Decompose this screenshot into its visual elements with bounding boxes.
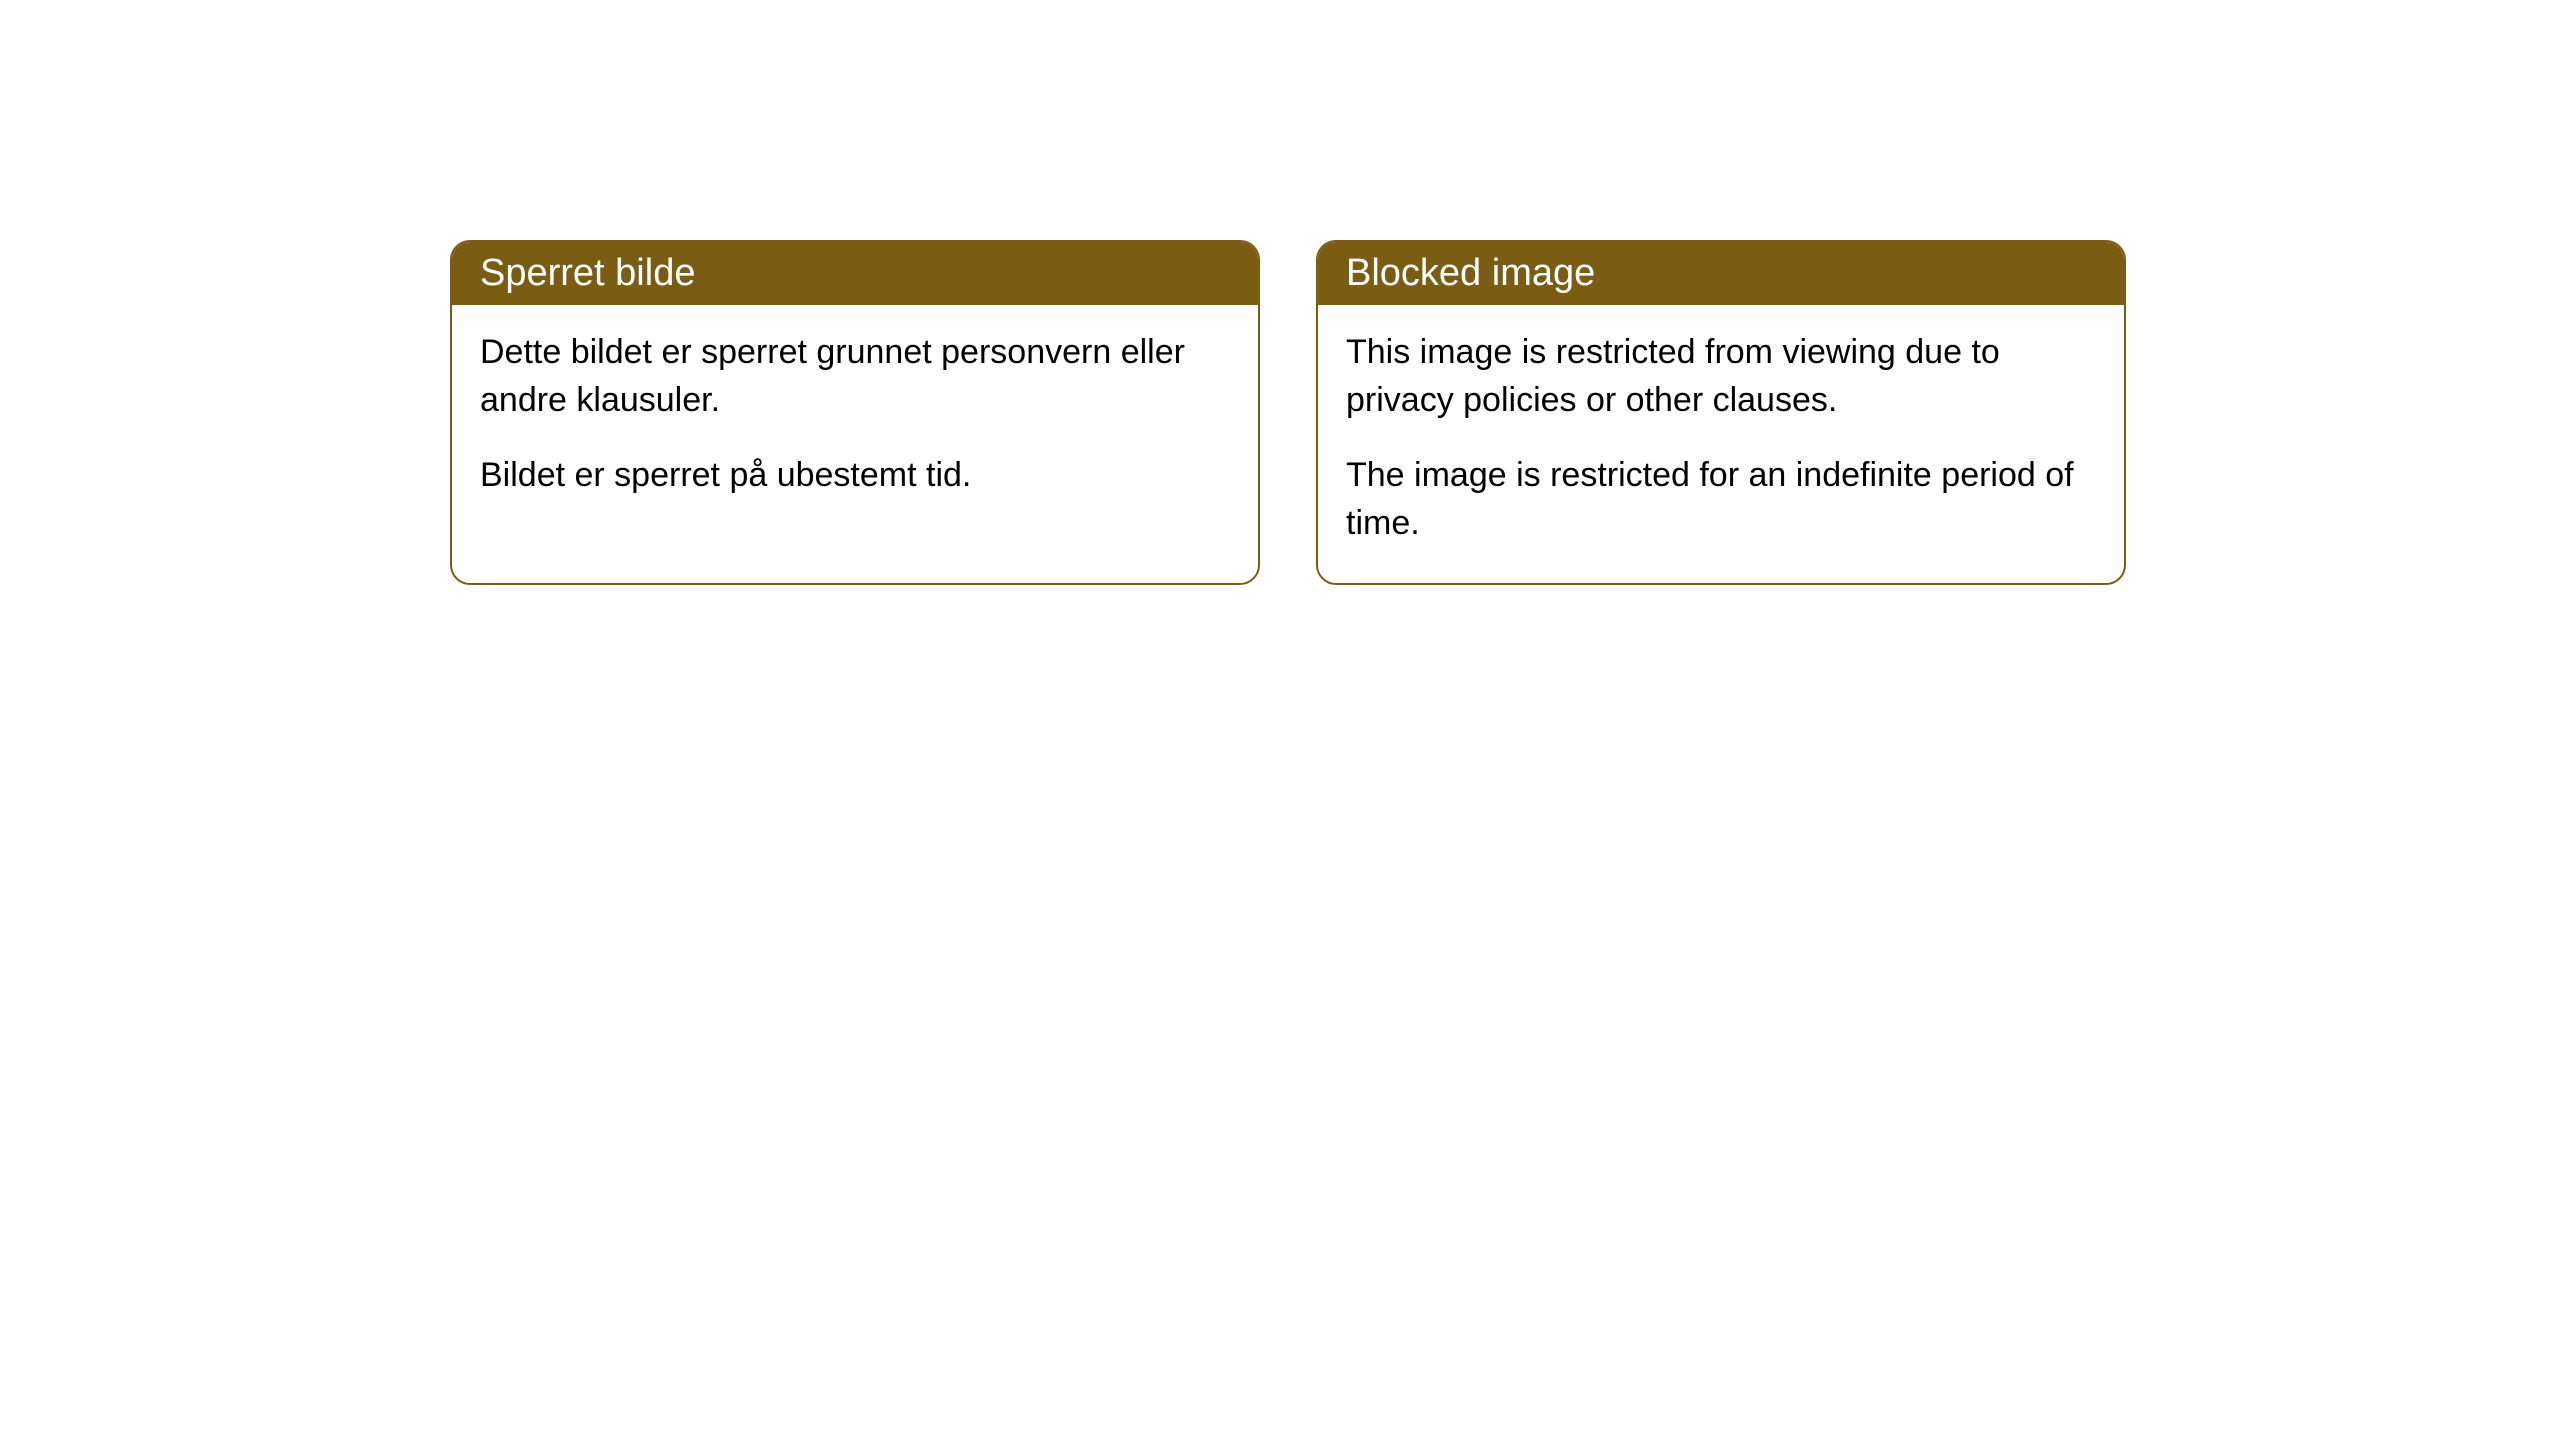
cards-container: Sperret bilde Dette bildet er sperret gr…: [450, 240, 2126, 585]
card-title: Blocked image: [1346, 252, 1595, 294]
card-paragraph: This image is restricted from viewing du…: [1346, 329, 2096, 424]
blocked-image-card-norwegian: Sperret bilde Dette bildet er sperret gr…: [450, 240, 1260, 585]
card-paragraph: Dette bildet er sperret grunnet personve…: [480, 329, 1230, 424]
card-body: Dette bildet er sperret grunnet personve…: [452, 305, 1258, 536]
card-header: Sperret bilde: [452, 242, 1258, 305]
card-paragraph: Bildet er sperret på ubestemt tid.: [480, 452, 1230, 500]
card-body: This image is restricted from viewing du…: [1318, 305, 2124, 583]
card-paragraph: The image is restricted for an indefinit…: [1346, 452, 2096, 547]
card-header: Blocked image: [1318, 242, 2124, 305]
blocked-image-card-english: Blocked image This image is restricted f…: [1316, 240, 2126, 585]
card-title: Sperret bilde: [480, 252, 695, 294]
